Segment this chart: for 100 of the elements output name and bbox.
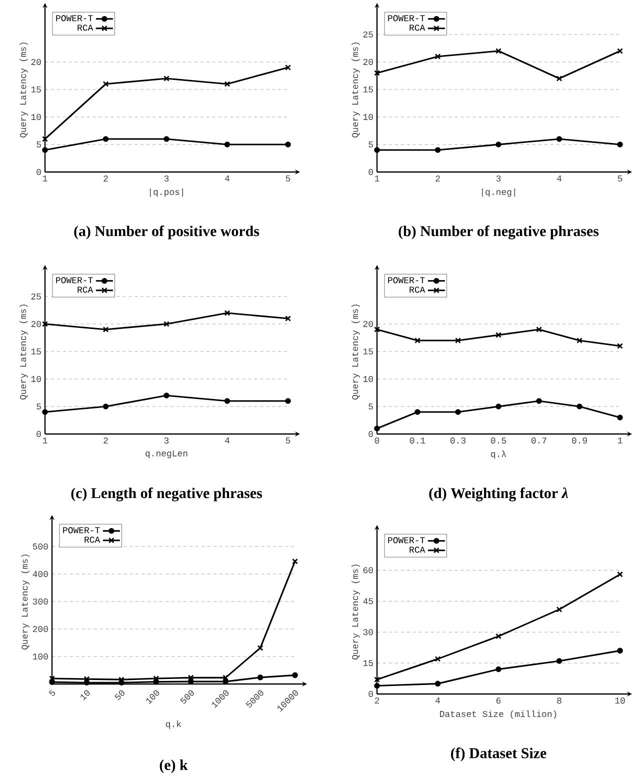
x-tick-label: 3 — [164, 438, 169, 444]
legend-label: POWER-T — [388, 277, 425, 284]
x-tick-label: 0.9 — [572, 438, 587, 444]
y-tick-label: 15 — [31, 348, 41, 354]
x-tick-label: 1 — [374, 176, 380, 182]
point — [496, 404, 502, 410]
x-tick-label: 0.5 — [490, 438, 506, 444]
x-tick-label: 1 — [42, 438, 48, 444]
y-tick-label: 10 — [31, 114, 41, 120]
point — [556, 606, 562, 612]
y-tick-label: 10 — [31, 376, 41, 382]
y-axis-title: Query Latency (ms) — [352, 42, 360, 138]
point — [496, 633, 502, 640]
legend-label: RCA — [410, 24, 426, 31]
y-tick-label: 5 — [36, 404, 41, 410]
point — [455, 409, 461, 415]
point — [434, 54, 441, 60]
x-tick-label: 5 — [286, 176, 290, 182]
y-axis-title: Query Latency (ms) — [21, 554, 30, 650]
point — [224, 398, 230, 404]
point — [102, 136, 109, 142]
point — [374, 426, 380, 432]
legend-label: POWER-T — [56, 277, 93, 284]
point — [164, 136, 170, 142]
y-tick-label: 200 — [32, 626, 48, 632]
point — [257, 674, 264, 680]
legend-label: RCA — [78, 286, 94, 293]
legend-label: POWER-T — [388, 15, 425, 22]
text: (f) Dataset Size — [451, 748, 546, 762]
x-tick-label: 2 — [104, 438, 108, 444]
point — [576, 338, 582, 344]
x-tick-label: 6 — [496, 698, 501, 704]
y-tick-label: 10 — [363, 376, 373, 382]
x-tick-label: 5 — [286, 438, 290, 444]
y-tick-label: 500 — [32, 543, 48, 550]
y-tick-label: 100 — [32, 653, 48, 660]
x-tick-label: 0.1 — [410, 438, 426, 444]
x-tick-label: 1 — [42, 176, 48, 182]
point — [496, 142, 502, 148]
x-tick-label: 1 — [618, 438, 622, 444]
y-axis-title: Query Latency (ms) — [352, 304, 360, 400]
text: (b) Number of negative phrases — [398, 226, 599, 240]
y-tick-label: 20 — [363, 320, 373, 328]
y-tick-label: 0 — [36, 168, 41, 176]
x-axis-title: q.λ — [491, 450, 506, 459]
x-tick-label: 50 — [114, 690, 124, 700]
point — [434, 147, 441, 153]
y-tick-label: 5 — [36, 141, 41, 148]
y-axis-title: Query Latency (ms) — [352, 564, 360, 660]
y-tick-label: 5 — [368, 404, 373, 410]
y-tick-label: 20 — [31, 58, 41, 66]
y-tick-label: 20 — [363, 58, 373, 66]
x-tick-label: 2 — [436, 176, 440, 182]
point — [164, 321, 170, 327]
y-tick-label: 60 — [363, 567, 373, 574]
point — [285, 398, 291, 404]
point — [496, 332, 502, 338]
y-tick-label: 20 — [31, 320, 41, 328]
point — [617, 648, 623, 654]
legend-label: RCA — [410, 286, 426, 293]
x-tick-label: 8 — [557, 698, 562, 704]
point — [102, 404, 109, 410]
point — [536, 326, 542, 332]
point — [42, 147, 48, 153]
point — [576, 404, 582, 410]
point — [556, 658, 562, 664]
legend-label: RCA — [410, 546, 426, 553]
x-tick-label: 4 — [225, 438, 230, 444]
point — [536, 398, 542, 404]
point — [617, 414, 623, 420]
x-tick-label: 0.3 — [450, 438, 466, 444]
x-axis-title: Dataset Size (million) — [440, 710, 556, 719]
x-tick-label: 10 — [80, 690, 90, 700]
x-axis-title: |q.neg| — [482, 188, 515, 197]
y-tick-label: 45 — [363, 598, 373, 604]
y-tick-label: 15 — [363, 86, 373, 92]
x-tick-label: 4 — [225, 176, 230, 182]
text: (d) Weighting factor λ — [429, 488, 568, 502]
legend-label: POWER-T — [388, 537, 425, 544]
y-tick-label: 0 — [368, 430, 373, 438]
point — [496, 666, 502, 672]
legend-label: POWER-T — [56, 15, 93, 22]
point — [224, 81, 230, 87]
y-axis-title: Query Latency (ms) — [20, 42, 28, 138]
legend-label: RCA — [78, 24, 94, 31]
x-tick-label: 500 — [180, 690, 194, 704]
x-tick-label: 10 — [615, 698, 625, 704]
y-tick-label: 5 — [368, 141, 373, 148]
x-tick-label: 5 — [48, 690, 56, 696]
x-tick-label: 0.7 — [531, 438, 546, 444]
point — [455, 338, 461, 344]
point — [102, 81, 109, 87]
point — [164, 76, 170, 82]
point — [164, 392, 170, 398]
x-tick-label: 0 — [374, 438, 380, 444]
x-tick-label: 4 — [436, 698, 440, 704]
x-axis-title: q.k — [166, 720, 182, 729]
point — [374, 682, 380, 689]
y-axis-title: Query Latency (ms) — [20, 304, 28, 400]
point — [292, 672, 298, 678]
